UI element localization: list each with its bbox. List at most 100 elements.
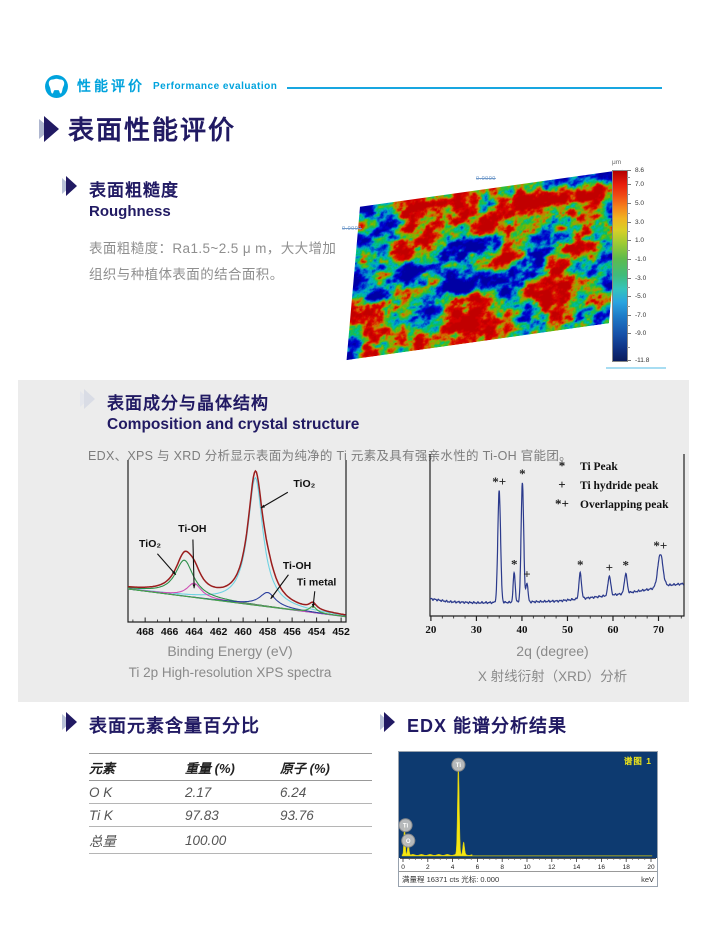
colorbar-tick: -7.0 [627,311,646,319]
svg-text:10: 10 [523,864,531,871]
svg-text:454: 454 [308,626,326,638]
svg-text:2: 2 [426,864,430,871]
table-cell: Ti K [89,803,185,827]
svg-text:+: + [558,477,565,492]
svg-text:456: 456 [283,626,301,638]
composition-heading: 表面成分与晶体结构 Composition and crystal struct… [80,389,689,434]
roughness-section: 表面粗糙度 Roughness 表面粗糙度：Ra1.5~2.5 μ m，大大增加… [62,176,344,289]
svg-text:462: 462 [210,626,228,638]
edx-fullscale-text: 满量程 16371 cts 光标: 0.000 [402,874,500,884]
edx-x-axis: 0 2 4 6 8 10 12 14 16 18 20 [399,858,657,871]
svg-text:4: 4 [451,864,455,871]
svg-text:*: * [559,458,566,473]
colorbar-tick: -1.0 [627,255,646,263]
table-cell: 93.76 [280,803,372,827]
svg-text:*: * [511,556,518,571]
edx-status-bar: 满量程 16371 cts 光标: 0.000 keV [399,871,657,886]
svg-text:20: 20 [425,624,437,636]
svg-text:468: 468 [136,626,154,638]
svg-text:*+: *+ [492,474,506,489]
header-tag-zh: 性能评价 [77,78,145,94]
svg-text:Ti hydride peak: Ti hydride peak [580,480,659,492]
colorbar-underline [606,367,666,369]
chevron-icon [62,712,78,732]
table-row: 总量 100.00 [89,826,372,854]
colorbar-tick: -9.0 [627,330,646,338]
composition-heading-zh: 表面成分与晶体结构 [107,394,269,413]
svg-text:466: 466 [161,626,179,638]
map-axis-label: 0.0000 [342,226,362,232]
column-header: 元素 [89,753,185,781]
xrd-peak-markers: *+**+* + **+ [492,466,667,581]
svg-text:+: + [523,567,530,582]
roughness-heading: 表面粗糙度 Roughness [62,176,344,220]
composition-body-text: EDX、XPS 与 XRD 分析显示表面为纯净的 Ti 元素及具有强亲水性的 T… [88,449,572,463]
svg-text:*: * [577,557,584,572]
xps-xaxis-label: Binding Energy (eV) [167,643,293,659]
edx-trace [401,764,653,857]
svg-text:O: O [406,839,411,845]
table-cell: 总量 [89,826,185,854]
column-header: 重量 (%) [185,753,280,781]
table-header-row: 元素 重量 (%) 原子 (%) [89,753,372,781]
header-rule-line [287,87,662,89]
svg-text:40: 40 [516,624,528,636]
page-title: 表面性能评价 [68,115,237,145]
page-header: 性能评价 Performance evaluation [44,73,662,99]
chevron-icon [39,115,60,142]
xrd-chart: 20 30 40 50 60 70*+**+* + **+* Ti Peak+ Ti hydrid… [425,454,685,636]
xrd-trace [429,482,684,605]
edx-plot-area: Ti Ti O 谱图 1 [399,752,657,858]
xrd-chart-figure: 20 30 40 50 60 70 *+ * * + * + * *+ * Ti Peak + Ti hydrid… [410,448,695,685]
table-cell: O K [89,780,185,804]
svg-text:Ti Peak: Ti Peak [580,461,618,473]
composition-heading-en: Composition and crystal structure [107,416,360,433]
chevron-icon [380,712,396,732]
svg-text:Ti-OH: Ti-OH [283,560,311,572]
colorbar-tick: 7.0 [627,181,644,189]
roughness-body-text: 表面粗糙度：Ra1.5~2.5 μ m，大大增加组织与种植体表面的结合面积。 [89,241,337,283]
table-cell: 2.17 [185,780,280,804]
svg-text:14: 14 [573,864,581,871]
edx-unit-label: keV [641,874,654,884]
xps-chart: 468 466 464 462 460 458 456 454 452 TiO₂ TiO₂ Ti-OH… [127,460,350,638]
svg-text:*+: *+ [653,538,667,553]
element-table-section: 表面元素含量百分比 元素 重量 (%) 原子 (%) O K 2.17 6.24 Ti K… [62,712,381,854]
roughness-3d-map-figure: 0.0000 0.0000 μm 8.6 7.0 5.0 3.0 1.0 -1.0 -3.0… [318,158,690,380]
svg-text:*+: *+ [555,496,569,511]
svg-text:Overlapping peak: Overlapping peak [580,499,669,511]
header-tag-en: Performance evaluation [153,80,278,92]
xps-axis: 468 466 464 462 460 458 456 454 452 [127,460,350,638]
svg-text:458: 458 [259,626,277,638]
svg-text:8: 8 [500,864,504,871]
svg-text:50: 50 [562,624,574,636]
column-header: 原子 (%) [280,753,372,781]
colorbar-tick: -3.0 [627,274,646,282]
svg-text:452: 452 [332,626,350,638]
svg-text:TiO₂: TiO₂ [139,538,161,550]
colorbar [612,170,628,362]
colorbar-tick: 8.6 [627,166,644,174]
svg-text:16: 16 [598,864,606,871]
svg-text:0: 0 [401,864,405,871]
svg-text:Ti metal: Ti metal [297,576,337,588]
element-table-heading-zh: 表面元素含量百分比 [89,716,260,736]
xps-caption: Ti 2p High-resolution XPS spectra [128,665,332,680]
edx-spectrum-chart: Ti Ti O 谱图 1 0 2 4 6 8 10 12 14 16 18 20 满量程 16371 c… [398,751,658,887]
element-table-heading: 表面元素含量百分比 [62,712,381,738]
map-axis-label: 0.0000 [476,176,496,182]
roughness-heading-zh: 表面粗糙度 [89,181,179,200]
colorbar-tick: 3.0 [627,218,644,226]
xrd-caption: X 射线衍射（XRD）分析 [477,669,628,684]
surface-topography-image [346,169,623,361]
xrd-legend: * Ti Peak + Ti hydride peak *+ Overlapping pe… [555,458,669,511]
svg-text:+: + [606,560,613,575]
svg-text:464: 464 [185,626,203,638]
colorbar-unit-label: μm [612,159,622,166]
svg-text:20: 20 [647,864,655,871]
table-cell [280,826,372,854]
edx-heading-zh: EDX 能谱分析结果 [407,716,568,736]
element-content-table: 元素 重量 (%) 原子 (%) O K 2.17 6.24 Ti K 97.83 93.76… [89,753,372,854]
svg-text:70: 70 [653,624,665,636]
svg-text:18: 18 [623,864,631,871]
